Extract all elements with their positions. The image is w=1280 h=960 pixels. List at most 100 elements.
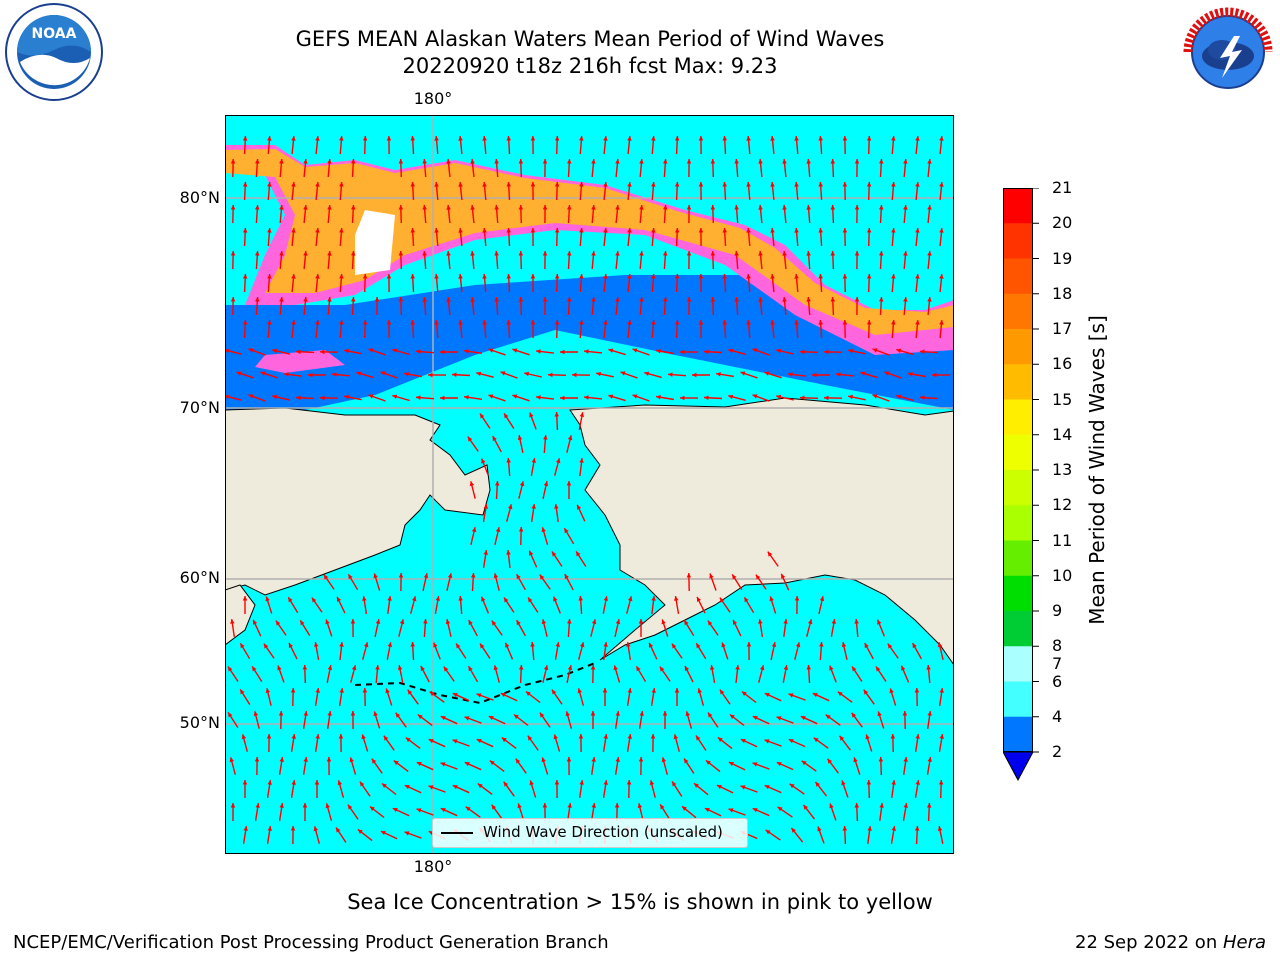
wave-direction-arrowhead xyxy=(769,596,774,602)
wave-direction-arrowhead xyxy=(927,159,932,164)
wave-direction-arrowhead xyxy=(517,435,523,441)
wave-direction-arrowhead xyxy=(416,762,422,767)
wave-direction-arrowhead xyxy=(504,597,509,603)
wave-direction-arrowhead xyxy=(469,481,475,487)
wave-direction-arrowhead xyxy=(603,642,608,647)
wave-direction-arrowhead xyxy=(887,643,893,649)
colorbar-tick-label: 9 xyxy=(1052,601,1063,620)
wave-direction-arrowhead xyxy=(225,394,230,400)
wave-direction-arrowhead xyxy=(848,348,853,354)
wave-direction-arrowhead xyxy=(591,297,596,302)
wave-direction-arrowhead xyxy=(350,619,356,624)
wave-direction-arrowhead xyxy=(458,274,463,279)
wave-direction-arrowhead xyxy=(639,711,644,716)
wave-direction-arrowhead xyxy=(339,688,344,693)
wave-direction-arrowhead xyxy=(567,665,573,671)
wave-direction-arrowhead xyxy=(639,297,644,302)
wave-direction-arrowhead xyxy=(782,297,787,302)
wave-direction-arrowhead xyxy=(440,716,446,721)
wave-direction-arrowhead xyxy=(752,808,758,813)
wave-direction-arrowhead xyxy=(242,320,248,325)
aleutian-islands xyxy=(354,662,596,705)
wave-direction-arrowhead xyxy=(517,803,522,809)
wave-direction-arrowhead xyxy=(567,435,573,441)
wave-direction-arrowhead xyxy=(632,348,638,353)
wave-direction-arrowhead xyxy=(350,711,356,716)
wave-direction-arrowhead xyxy=(428,372,433,378)
wave-direction-arrowhead xyxy=(529,780,534,786)
wave-direction-arrowhead xyxy=(488,716,494,721)
map-legend: Wind Wave Direction (unscaled) xyxy=(432,818,748,848)
wave-direction-arrowhead xyxy=(734,297,739,302)
wave-direction-arrowhead xyxy=(541,619,547,625)
wave-direction-arrowhead xyxy=(515,758,521,764)
wave-direction-arrowhead xyxy=(542,297,548,302)
wave-direction-arrowhead xyxy=(794,136,799,141)
wave-direction-arrowhead xyxy=(494,159,499,164)
wave-direction-arrowhead xyxy=(915,182,920,187)
wave-direction-arrowhead xyxy=(291,320,296,325)
wave-direction-arrowhead xyxy=(603,596,609,601)
wave-direction-arrowhead xyxy=(764,739,770,744)
colorbar-tick-label: 6 xyxy=(1052,671,1063,691)
wave-direction-arrowhead xyxy=(242,596,248,601)
wave-direction-arrowhead xyxy=(386,274,392,279)
wave-direction-arrowhead xyxy=(818,182,823,187)
wave-direction-arrowhead xyxy=(315,182,320,187)
wave-direction-arrowhead xyxy=(752,762,758,767)
noaa-wordmark: NOAA xyxy=(32,26,77,42)
wave-direction-arrowhead xyxy=(446,205,451,210)
land-siberia xyxy=(225,407,491,596)
wave-direction-arrowhead xyxy=(291,274,296,279)
wave-direction-arrowhead xyxy=(770,228,775,233)
wave-direction-arrowhead xyxy=(291,734,296,739)
wave-direction-arrowhead xyxy=(465,806,471,812)
wave-direction-arrowhead xyxy=(303,757,308,762)
wave-direction-arrowhead xyxy=(580,642,585,648)
wave-direction-arrowhead xyxy=(241,734,247,740)
wave-direction-arrowhead xyxy=(488,348,494,353)
wave-direction-arrowhead xyxy=(842,320,848,325)
wave-direction-arrowhead xyxy=(339,136,344,141)
wave-direction-arrowhead xyxy=(673,734,678,740)
wave-direction-arrowhead xyxy=(876,666,881,672)
wave-direction-arrowhead xyxy=(860,371,866,376)
wave-direction-arrowhead xyxy=(697,596,701,602)
colorbar-tick-label: 19 xyxy=(1052,248,1073,268)
wave-direction-arrowhead xyxy=(672,781,677,787)
wave-direction-arrowhead xyxy=(242,182,248,187)
wave-direction-arrowhead xyxy=(530,320,536,325)
wave-direction-arrowhead xyxy=(651,274,656,279)
colorbar-bin xyxy=(1003,329,1033,365)
wave-direction-arrowhead xyxy=(638,757,644,762)
wave-direction-arrowhead xyxy=(339,228,344,233)
colorbar-tick-label: 21 xyxy=(1052,178,1073,197)
wave-direction-arrowhead xyxy=(380,831,386,836)
wave-direction-arrowhead xyxy=(939,136,944,141)
wave-direction-arrowhead xyxy=(467,436,473,442)
colorbar-bin xyxy=(1003,505,1033,541)
wave-direction-arrowhead xyxy=(339,320,344,325)
wave-direction-arrowhead xyxy=(267,826,272,831)
wave-direction-arrowhead xyxy=(253,619,258,625)
wave-direction-arrowhead xyxy=(920,395,925,400)
wave-direction-arrowhead xyxy=(302,665,308,670)
wave-direction-arrowhead xyxy=(674,596,679,601)
wave-direction-arrowhead xyxy=(603,182,608,187)
wave-direction-arrowhead xyxy=(872,348,878,353)
wave-direction-arrowhead xyxy=(476,693,482,698)
wave-direction-arrowhead xyxy=(530,228,536,233)
wave-direction-arrowhead xyxy=(531,504,536,509)
wave-direction-arrowhead xyxy=(584,349,589,354)
wave-direction-arrowhead xyxy=(839,735,845,741)
wave-direction-arrowhead xyxy=(674,182,680,187)
wave-direction-arrowhead xyxy=(440,395,445,401)
wave-direction-arrowhead xyxy=(464,716,470,721)
wave-direction-arrowhead xyxy=(639,159,644,164)
wave-direction-arrowhead xyxy=(788,693,794,698)
wave-direction-arrowhead xyxy=(722,136,727,141)
wave-direction-arrowhead xyxy=(851,712,857,718)
sea-ice-caption: Sea Ice Concentration > 15% is shown in … xyxy=(347,890,933,914)
wave-direction-arrowhead xyxy=(901,665,906,671)
wave-direction-arrowhead xyxy=(651,228,656,233)
